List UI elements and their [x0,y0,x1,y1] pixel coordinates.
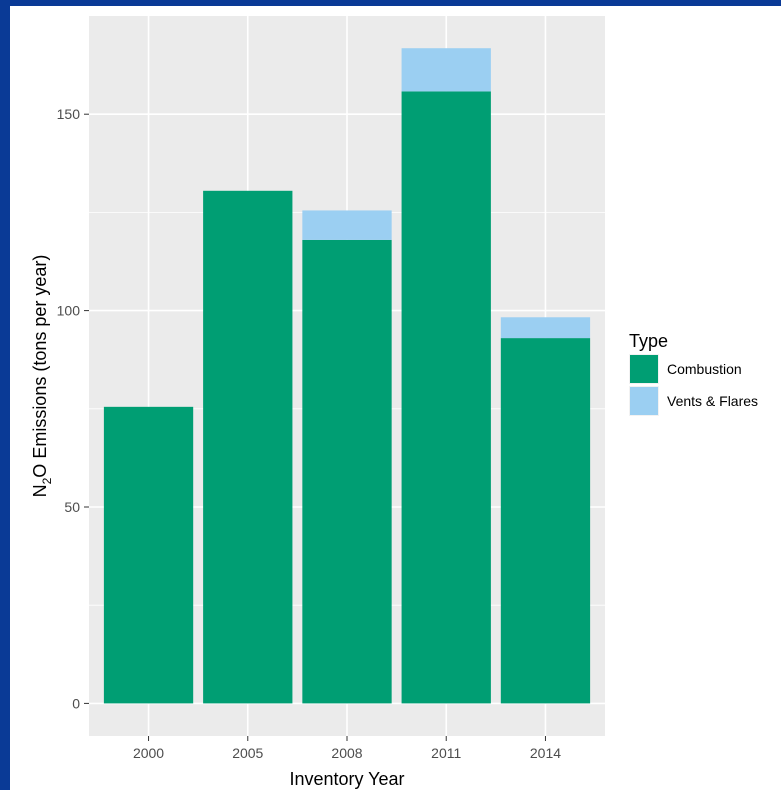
bar-vents-flares-2014 [500,317,591,339]
y-tick-label: 100 [57,303,81,319]
x-tick-label: 2011 [431,745,461,761]
y-axis-title-subscript: 2 [40,477,54,484]
bar-combustion-2005 [203,190,293,704]
bar-combustion-2000 [103,406,194,704]
bar-combustion-2011 [401,91,491,704]
y-tick-label: 0 [72,695,80,711]
x-tick-label: 2008 [331,745,362,761]
x-tick-label: 2005 [232,745,263,761]
y-tick-label: 50 [64,499,80,515]
x-axis-title: Inventory Year [289,769,404,789]
x-tick-label: 2000 [133,745,164,761]
y-axis: 0 50 100 150 [57,106,89,711]
bar-combustion-2008 [302,239,392,704]
legend-swatch [630,355,658,383]
bar-vents-flares-2011 [401,48,491,92]
x-tick-label: 2014 [530,745,561,761]
x-axis: 2000 2005 2008 2011 2014 [133,736,561,761]
bar-vents-flares-2008 [302,210,392,240]
legend-swatch [630,387,658,415]
legend-title: Type [629,331,668,351]
y-axis-title-prefix: N [30,484,50,497]
legend-label: Combustion [667,361,742,377]
bar-combustion-2014 [500,338,591,704]
y-axis-title: N2O Emissions (tons per year) [30,255,54,498]
bar-chart: 0 50 100 150 2000 2005 2008 2011 2014 Inventory… [30,16,758,789]
chart-stage: 0 50 100 150 2000 2005 2008 2011 2014 Inventory… [10,6,781,790]
y-tick-label: 150 [57,106,81,122]
legend: Type Combustion Vents & Flares [629,331,758,416]
legend-label: Vents & Flares [667,393,758,409]
bars [103,48,591,704]
y-axis-title-suffix: O Emissions (tons per year) [30,255,50,478]
